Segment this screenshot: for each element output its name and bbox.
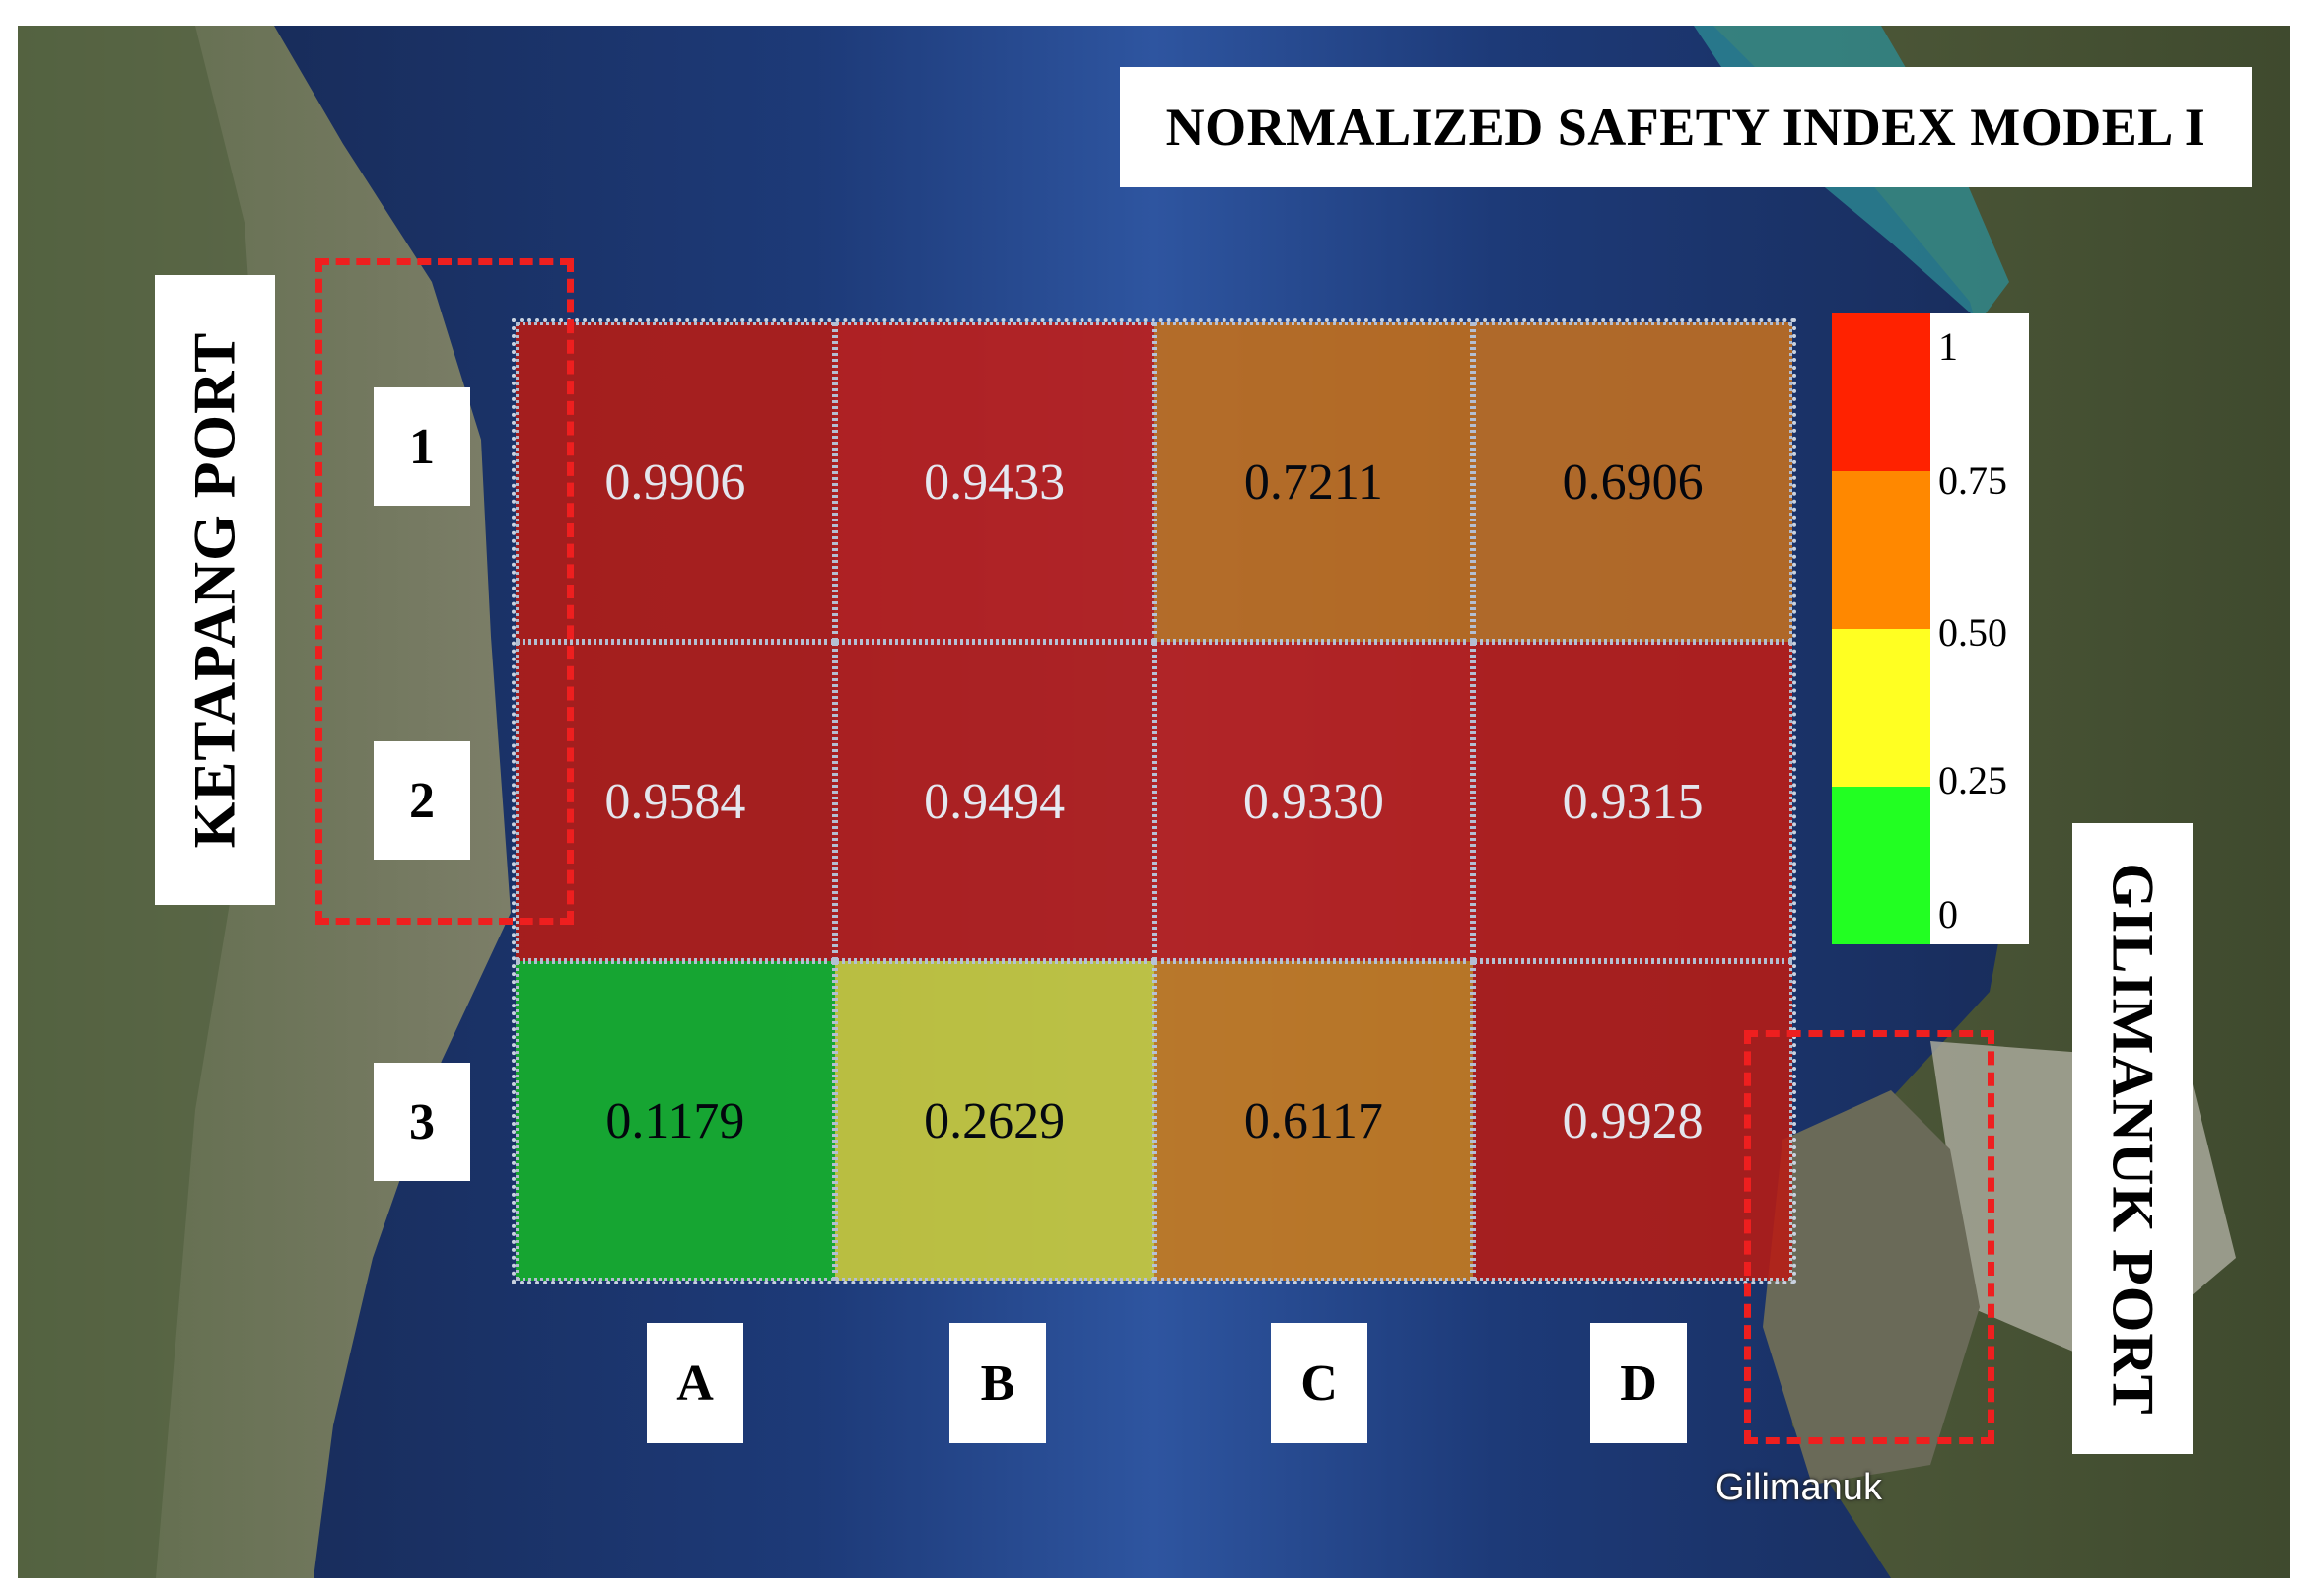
grid-cell-c1: 0.7211 <box>1153 322 1474 642</box>
grid-cell-b3-value: 0.2629 <box>924 1092 1066 1149</box>
grid-cell-b2: 0.9494 <box>834 642 1154 961</box>
legend-tick-025: 0.25 <box>1938 758 2007 802</box>
ketapang-port-area-marker <box>315 258 574 925</box>
color-scale-legend: 1 0.75 0.50 0.25 0 <box>1832 313 2029 944</box>
col-label-c: C <box>1271 1323 1367 1443</box>
grid-cell-b2-value: 0.9494 <box>924 773 1066 830</box>
grid-cell-c2: 0.9330 <box>1153 642 1474 961</box>
grid-cell-c2-value: 0.9330 <box>1242 773 1384 830</box>
col-label-a: A <box>647 1323 743 1443</box>
grid-cell-b1-value: 0.9433 <box>924 453 1066 511</box>
ketapang-port-label: KETAPANG PORT <box>155 275 275 905</box>
grid-cell-b3: 0.2629 <box>834 961 1154 1281</box>
legend-tick-0: 0 <box>1938 892 1958 937</box>
legend-band-high <box>1832 313 1930 471</box>
row-label-1: 1 <box>374 387 470 506</box>
col-label-c-text: C <box>1300 1354 1338 1412</box>
legend-band-medium-high <box>1832 471 1930 629</box>
row-label-2: 2 <box>374 741 470 860</box>
grid-cell-c3-value: 0.6117 <box>1243 1092 1383 1149</box>
safety-index-grid: 0.9906 0.9433 0.7211 0.6906 0.9584 0.949… <box>512 318 1796 1284</box>
grid-cell-a2-value: 0.9584 <box>604 773 746 830</box>
col-label-b: B <box>949 1323 1046 1443</box>
grid-cell-c1-value: 0.7211 <box>1243 453 1383 511</box>
grid-cell-d3: 0.9928 <box>1473 961 1792 1281</box>
col-label-d: D <box>1590 1323 1687 1443</box>
legend-band-low <box>1832 787 1930 944</box>
col-label-b-text: B <box>980 1354 1015 1412</box>
map-title-text: NORMALIZED SAFETY INDEX MODEL I <box>1165 98 2206 157</box>
legend-band-medium-low <box>1832 629 1930 787</box>
gilimanuk-port-text: GILIMANUK PORT <box>2100 862 2166 1416</box>
grid-cell-d3-value: 0.9928 <box>1562 1092 1704 1149</box>
col-label-d-text: D <box>1620 1354 1657 1412</box>
grid-cell-c3: 0.6117 <box>1153 961 1474 1281</box>
gilimanuk-place-label: Gilimanuk <box>1715 1467 1882 1508</box>
grid-cell-a1-value: 0.9906 <box>604 453 746 511</box>
grid-cell-a3-value: 0.1179 <box>605 1092 745 1149</box>
row-label-3: 3 <box>374 1063 470 1181</box>
grid-cell-a3: 0.1179 <box>516 961 835 1281</box>
row-label-1-text: 1 <box>409 418 435 475</box>
grid-cell-d2: 0.9315 <box>1473 642 1792 961</box>
grid-cell-d1: 0.6906 <box>1473 322 1792 642</box>
grid-cell-d1-value: 0.6906 <box>1562 453 1704 511</box>
legend-tick-1: 1 <box>1938 324 1958 369</box>
row-label-2-text: 2 <box>409 772 435 829</box>
row-label-3-text: 3 <box>409 1093 435 1150</box>
gilimanuk-port-area-marker <box>1744 1030 1994 1444</box>
legend-tick-075: 0.75 <box>1938 458 2007 503</box>
map-title: NORMALIZED SAFETY INDEX MODEL I <box>1120 67 2252 187</box>
gilimanuk-port-label: GILIMANUK PORT <box>2072 823 2193 1454</box>
col-label-a-text: A <box>676 1354 714 1412</box>
ketapang-port-text: KETAPANG PORT <box>181 331 247 849</box>
legend-tick-050: 0.50 <box>1938 610 2007 655</box>
grid-cell-d2-value: 0.9315 <box>1562 773 1704 830</box>
grid-cell-b1: 0.9433 <box>834 322 1154 642</box>
